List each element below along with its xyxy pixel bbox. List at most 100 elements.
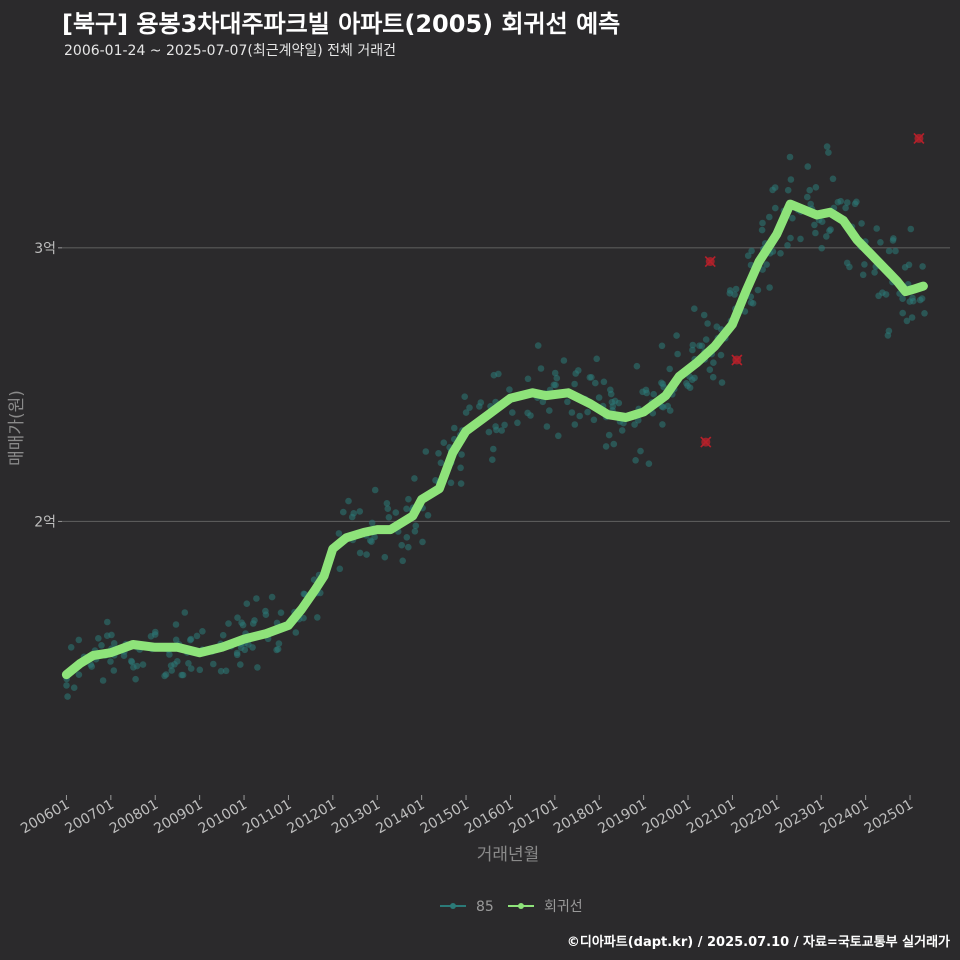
- data-point: [812, 229, 819, 237]
- data-point: [340, 508, 347, 516]
- data-point: [70, 684, 78, 691]
- data-point: [196, 666, 204, 674]
- data-point: [786, 153, 794, 161]
- legend: 85 회귀선: [440, 899, 583, 915]
- data-point: [784, 186, 792, 194]
- data-point: [524, 409, 531, 417]
- data-point: [921, 310, 928, 317]
- data-point: [128, 657, 135, 665]
- data-point: [514, 419, 521, 427]
- data-point: [107, 658, 114, 665]
- data-point: [684, 382, 691, 390]
- data-point: [437, 459, 445, 467]
- data-point: [356, 508, 364, 515]
- x-tick-label: 201301: [329, 797, 383, 838]
- data-point: [110, 667, 118, 674]
- data-point: [139, 661, 147, 668]
- data-point: [698, 342, 706, 350]
- data-point: [185, 660, 192, 667]
- data-point: [110, 640, 118, 647]
- x-tick-label: 202201: [729, 797, 783, 838]
- data-point: [537, 365, 545, 372]
- data-point: [95, 635, 102, 642]
- data-point: [88, 663, 95, 670]
- data-point: [829, 175, 837, 183]
- data-point: [335, 530, 343, 537]
- data-point: [162, 671, 170, 678]
- data-point: [602, 443, 610, 450]
- data-point: [797, 235, 804, 243]
- data-point: [590, 416, 598, 424]
- outlier-marker: [913, 132, 925, 144]
- data-point: [907, 225, 915, 233]
- data-point: [759, 219, 766, 227]
- data-point: [744, 252, 752, 259]
- data-point: [704, 320, 711, 327]
- data-point: [251, 617, 258, 624]
- data-point: [187, 636, 194, 644]
- outlier-marker: [700, 436, 712, 448]
- data-point: [674, 350, 681, 358]
- data-point: [702, 336, 710, 343]
- grid-lines: [62, 247, 950, 523]
- data-point: [132, 675, 139, 683]
- data-point: [411, 528, 419, 535]
- data-point: [804, 193, 811, 201]
- data-point: [827, 226, 834, 233]
- data-point: [489, 456, 496, 464]
- outlier-marker: [731, 354, 743, 366]
- data-point: [555, 432, 562, 440]
- data-point: [133, 662, 141, 670]
- data-point: [777, 250, 784, 257]
- data-point: [384, 505, 392, 512]
- data-point: [749, 300, 757, 307]
- x-tick-label: 200701: [63, 797, 117, 838]
- data-point: [419, 538, 426, 546]
- x-tick-label: 200601: [18, 797, 72, 838]
- data-point: [645, 460, 653, 468]
- data-point: [345, 497, 352, 505]
- data-point: [689, 346, 696, 354]
- data-point: [718, 379, 726, 386]
- data-point: [539, 398, 547, 406]
- x-tick-label: 201501: [418, 797, 472, 838]
- x-tick-label: 201401: [373, 797, 427, 838]
- data-point: [199, 628, 206, 635]
- data-point: [766, 284, 773, 291]
- data-point: [659, 421, 666, 428]
- data-point: [506, 386, 513, 393]
- data-point: [234, 614, 241, 621]
- data-point: [172, 636, 180, 644]
- data-point: [193, 632, 201, 640]
- data-point: [238, 619, 245, 626]
- data-point: [861, 261, 868, 268]
- data-point: [844, 199, 851, 206]
- data-point: [403, 505, 410, 513]
- x-tick-label: 201601: [462, 797, 516, 838]
- data-point: [546, 407, 553, 414]
- data-point: [748, 247, 755, 255]
- data-point: [462, 409, 470, 416]
- y-tick-label: 2억: [34, 514, 56, 530]
- data-point: [381, 553, 389, 561]
- data-point: [709, 373, 717, 381]
- data-point: [411, 475, 418, 482]
- data-point: [818, 218, 826, 225]
- data-point: [451, 424, 458, 432]
- data-point: [892, 247, 899, 255]
- x-tick-label: 201001: [196, 797, 250, 838]
- data-point: [903, 317, 911, 325]
- data-point: [249, 644, 256, 651]
- data-point: [64, 693, 71, 700]
- data-point: [706, 366, 714, 374]
- data-point: [758, 226, 766, 234]
- data-point: [253, 595, 260, 602]
- x-axis-title: 거래년월: [477, 845, 540, 865]
- data-point: [300, 590, 308, 598]
- data-point: [916, 296, 924, 304]
- data-point: [571, 380, 578, 388]
- data-point: [607, 386, 614, 394]
- data-point: [875, 292, 882, 300]
- data-point: [168, 667, 175, 674]
- data-point: [103, 632, 111, 639]
